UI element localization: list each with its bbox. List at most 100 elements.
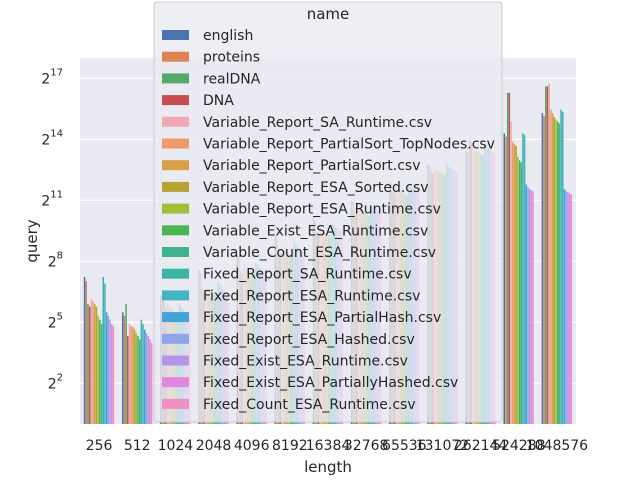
x-tick-label: 131072 — [416, 438, 469, 454]
legend-swatch — [162, 268, 189, 279]
legend-swatch — [162, 312, 189, 323]
bar — [532, 191, 534, 424]
bar — [511, 141, 514, 425]
bar — [90, 299, 93, 424]
x-tick-label: 256 — [86, 438, 113, 454]
bar — [83, 277, 86, 424]
legend-entry: Variable_Count_ESA_Runtime.csv — [203, 245, 436, 261]
legend-entry: proteins — [203, 50, 260, 66]
x-tick-label: 16384 — [306, 438, 351, 454]
legend-swatch — [162, 51, 189, 62]
bar — [528, 189, 531, 424]
bar — [556, 121, 559, 424]
legend-swatch — [162, 398, 189, 409]
bar — [541, 113, 544, 425]
x-tick-label: 65536 — [382, 438, 427, 454]
legend-swatch — [162, 247, 189, 257]
bar — [110, 324, 113, 424]
bar — [567, 192, 569, 424]
bar — [568, 193, 571, 424]
bar — [144, 329, 146, 424]
legend-swatch — [162, 203, 189, 214]
bar — [546, 86, 549, 425]
legend-swatch — [162, 116, 189, 127]
legend-entry: Variable_Report_ESA_Sorted.csv — [203, 180, 429, 196]
legend-entry: Variable_Exist_ESA_Runtime.csv — [203, 223, 428, 239]
bar — [127, 336, 129, 424]
bar — [558, 123, 561, 425]
legend-swatch — [162, 225, 189, 236]
legend-entry: Fixed_Report_SA_Runtime.csv — [203, 267, 412, 283]
bar — [510, 121, 512, 424]
bar — [520, 162, 522, 424]
y-tick-label: 211 — [41, 189, 63, 209]
x-tick-label: 32768 — [344, 438, 389, 454]
bar — [132, 327, 134, 424]
y-tick-label: 217 — [41, 67, 63, 87]
legend-entry: Variable_Report_SA_Runtime.csv — [203, 115, 432, 131]
x-tick-labels: 256 512 1024 2048 4096 8192163843276865536131… — [86, 438, 588, 454]
y-tick-labels: 22 25 28 211 214 217 — [41, 67, 63, 392]
bar — [548, 83, 550, 424]
bar — [100, 324, 103, 424]
bar — [506, 92, 509, 424]
bar — [97, 315, 99, 424]
x-axis-label: length — [304, 458, 352, 476]
bar — [123, 315, 126, 424]
legend-entry: Fixed_Count_ESA_Runtime.csv — [203, 397, 416, 413]
x-tick-label: 1048576 — [526, 438, 588, 454]
bar — [530, 190, 533, 424]
legend-title: name — [307, 5, 350, 23]
bar — [513, 143, 516, 424]
bar — [107, 315, 110, 424]
legend: name english proteins realDNA DNA Variable_R… — [153, 1, 503, 423]
legend-swatch — [162, 181, 189, 192]
x-tick-label: 524288 — [492, 438, 545, 454]
bar — [565, 191, 567, 424]
legend-swatch — [162, 377, 189, 388]
bar — [517, 156, 519, 424]
bar — [88, 306, 91, 424]
y-tick-label: 25 — [48, 311, 63, 331]
bar — [562, 111, 564, 424]
bar — [570, 194, 573, 424]
bar — [543, 116, 545, 425]
bar — [505, 136, 507, 424]
legend-swatch — [162, 30, 189, 40]
x-tick-label: 512 — [124, 438, 151, 454]
bar — [522, 133, 524, 425]
x-tick-label: 2048 — [196, 438, 232, 454]
x-tick-label: 8192 — [272, 438, 308, 454]
bar — [85, 281, 88, 424]
bar — [563, 189, 566, 424]
y-tick-label: 214 — [41, 128, 63, 148]
bar — [150, 342, 153, 424]
bar — [133, 329, 136, 424]
legend-swatch — [162, 290, 189, 301]
bar — [104, 283, 106, 424]
bar — [95, 306, 98, 424]
x-tick-label: 262144 — [454, 438, 508, 454]
bar — [87, 303, 89, 424]
bar — [99, 319, 101, 424]
legend-box — [153, 1, 503, 423]
bar — [550, 109, 552, 424]
x-tick-label: 4096 — [234, 438, 270, 454]
y-axis-label: query — [23, 219, 41, 262]
bar — [130, 326, 132, 424]
legend-swatch — [162, 73, 189, 84]
legend-swatch — [162, 138, 189, 149]
bar — [135, 333, 138, 424]
bar — [149, 339, 151, 424]
legend-swatch — [162, 95, 189, 106]
bar — [138, 339, 141, 424]
y-tick-label: 28 — [48, 250, 63, 270]
bar — [93, 303, 96, 424]
legend-entry: Variable_Report_ESA_Runtime.csv — [203, 202, 441, 218]
bar — [147, 336, 149, 424]
bar — [545, 86, 547, 425]
legend-entry: Variable_Report_PartialSort_TopNodes.csv — [203, 137, 495, 153]
bar — [518, 160, 521, 425]
bar — [102, 277, 104, 424]
legend-entry: Fixed_Report_ESA_Runtime.csv — [203, 288, 420, 304]
